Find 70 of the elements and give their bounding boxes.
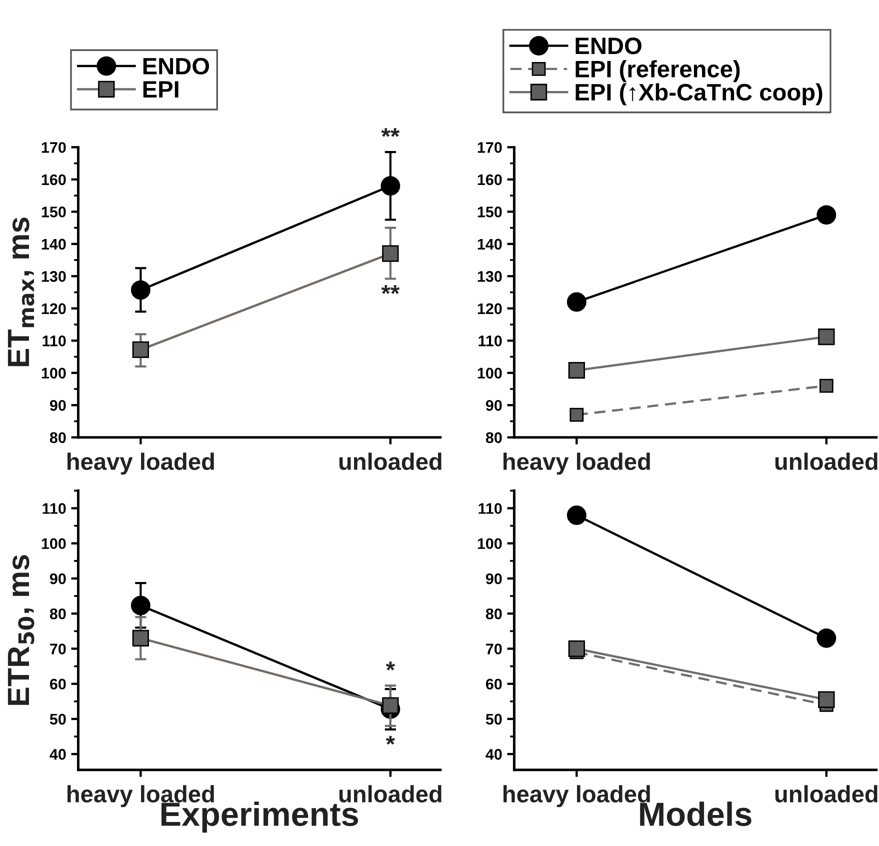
y-tick-label: 80 [50,608,66,620]
y-tick-label: 160 [478,174,502,186]
y-tick-label: 100 [42,538,66,550]
point [568,362,585,379]
point [130,596,150,616]
y-tick-label: 80 [486,432,502,444]
y-tick-label: 80 [50,432,66,444]
point [382,697,399,714]
y-tick-label: 90 [50,573,66,584]
y-axis-title: ET$_{max}$, ms [8,218,34,366]
y-tick-label: 120 [42,303,66,314]
point [566,292,586,312]
y-axis-title: ETR$_{50}$, ms [8,555,34,705]
annotation: ** [381,128,400,137]
y-tick-label: 90 [486,400,502,411]
annotation: * [386,736,395,745]
x-tick-label: unloaded [339,785,442,802]
x-tick-label: unloaded [339,452,442,470]
y-tick-label: 80 [486,608,502,620]
x-tick-label: unloaded [775,452,878,470]
y-tick-label: 100 [42,368,66,379]
y-tick-label: 70 [486,644,502,654]
point [132,630,150,647]
point [818,691,835,708]
y-tick-label: 160 [42,174,66,186]
annotation: * [386,662,395,670]
y-tick-label: 130 [478,271,502,282]
y-tick-label: 40 [50,748,66,760]
legend-label: EPI [143,81,178,98]
point [380,176,400,196]
y-tick-label: 110 [478,336,502,346]
y-tick-label: 170 [42,142,66,153]
y-tick-label: 130 [42,271,66,282]
x-tick-label: unloaded [775,785,878,802]
y-tick-label: 40 [486,748,502,760]
y-tick-label: 90 [50,400,66,411]
y-tick-label: 70 [50,644,66,654]
x-tick-label: heavy loaded [504,452,650,475]
point [818,328,835,346]
y-tick-label: 150 [478,206,502,218]
point [566,506,586,525]
point [132,341,150,358]
legend-label: EPI (↑Xb-CaTnC coop) [576,83,822,106]
y-tick-label: 90 [486,573,502,584]
point [130,280,150,300]
y-tick-label: 60 [50,678,66,690]
legend-label: EPI (reference) [576,60,740,82]
y-tick-label: 60 [486,678,502,690]
point [382,245,399,262]
legend-label: ENDO [143,58,210,75]
legend-label: ENDO [576,38,642,54]
x-tick-label: heavy loaded [68,452,214,475]
y-tick-label: 100 [478,368,502,379]
y-tick-label: 150 [42,206,66,218]
y-tick-label: 110 [42,503,66,514]
point [819,378,834,393]
y-tick-label: 170 [478,142,502,153]
y-tick-label: 140 [42,238,66,250]
point [570,408,584,422]
y-tick-label: 110 [42,336,66,346]
y-tick-label: 110 [478,503,502,514]
point [568,640,585,658]
y-tick-label: 140 [478,238,502,250]
point [816,205,836,225]
y-tick-label: 50 [50,714,66,725]
point [816,628,836,648]
y-tick-label: 100 [478,538,502,550]
annotation: ** [381,285,400,294]
y-tick-label: 120 [478,303,502,314]
y-tick-label: 50 [486,714,502,725]
